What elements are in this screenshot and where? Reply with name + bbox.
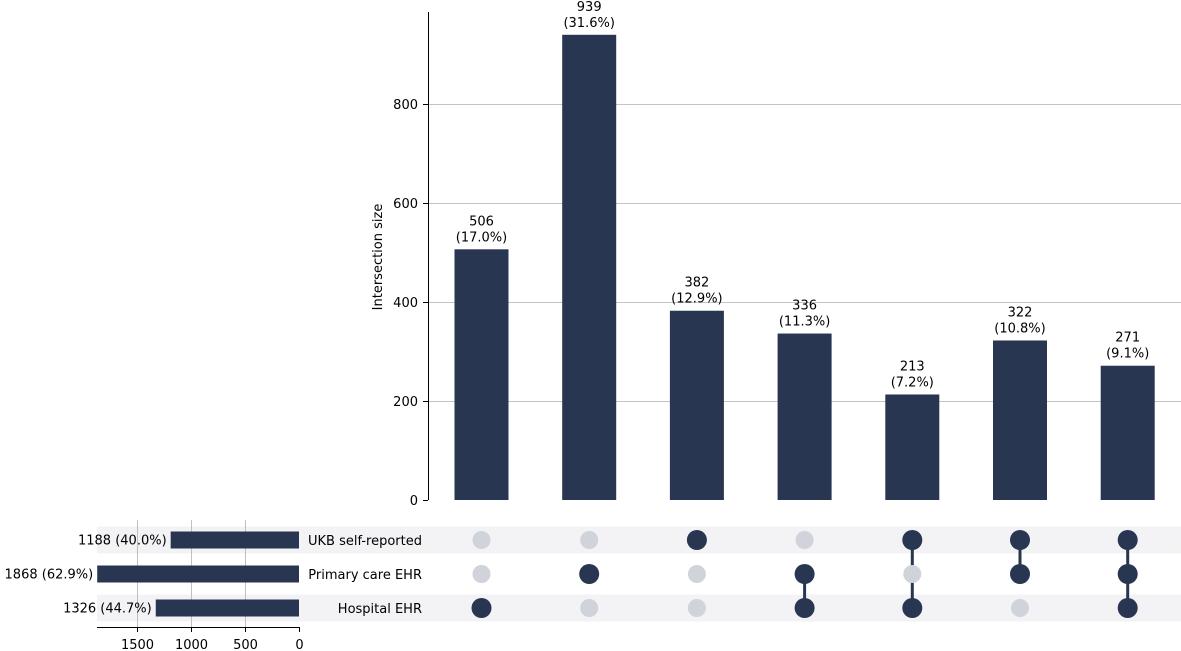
intersection-bar [885, 394, 940, 500]
x-tick-label: 1500 [121, 638, 154, 651]
x-tick-label: 1000 [175, 638, 208, 651]
set-name-label: Hospital EHR [338, 602, 422, 617]
bar-count-label: 506 [469, 214, 494, 229]
bar-count-label: 939 [577, 0, 602, 15]
matrix-dot-active [471, 598, 492, 618]
set-names: UKB self-reported Primary care EHR Hospita… [308, 534, 422, 617]
intersection-matrix [471, 530, 1138, 618]
bar-count-label: 213 [900, 359, 925, 374]
y-tick-label: 400 [393, 296, 418, 311]
bar-percent-label: (17.0%) [456, 230, 507, 245]
matrix-dot-inactive [472, 565, 491, 583]
x-tick-label: 500 [233, 638, 258, 651]
matrix-dot-active [579, 564, 600, 584]
bar-percent-label: (12.9%) [671, 292, 722, 307]
matrix-dot-inactive [472, 531, 491, 549]
set-size-labels: 1188 (40.0%) 1868 (62.9%) 1326 (44.7%) [5, 534, 167, 617]
matrix-dot-inactive [580, 599, 599, 617]
bar-count-label: 336 [792, 299, 817, 314]
set-size-label: 1868 (62.9%) [5, 568, 94, 583]
set-size-label: 1188 (40.0%) [78, 534, 167, 549]
matrix-dot-active [794, 598, 815, 618]
intersection-y-axis-label: Intersection size [371, 204, 386, 311]
intersection-bar [777, 333, 832, 500]
matrix-dot-inactive [1011, 599, 1029, 617]
x-tick-label: 0 [295, 638, 303, 651]
bar-percent-label: (7.2%) [891, 375, 934, 390]
bar-count-label: 382 [684, 276, 709, 291]
matrix-dot-active [902, 598, 923, 618]
y-tick-label: 600 [393, 197, 418, 212]
intersection-bars [454, 34, 1155, 500]
matrix-dot-inactive [795, 531, 814, 549]
matrix-dot-active [1010, 564, 1030, 584]
set-size-bars [97, 531, 300, 617]
set-name-label: Primary care EHR [308, 568, 422, 583]
set-size-bar [170, 531, 299, 549]
matrix-dot-active [1117, 598, 1138, 618]
matrix-dot-active [1117, 564, 1138, 584]
intersection-bar [454, 249, 509, 500]
matrix-dot-active [1117, 530, 1138, 550]
intersection-bar-labels: 506(17.0%) 939(31.6%) 382(12.9%) 336(11.3%)… [456, 0, 1150, 390]
bar-percent-label: (10.8%) [994, 321, 1045, 336]
matrix-dot-active [794, 564, 815, 584]
bar-percent-label: (11.3%) [779, 315, 830, 330]
matrix-dot-active [1010, 530, 1030, 550]
bar-count-label: 271 [1115, 331, 1140, 346]
y-tick-label: 200 [393, 395, 418, 410]
matrix-dot-active [686, 530, 707, 550]
intersection-bar [669, 310, 724, 500]
intersection-bar [562, 34, 617, 500]
matrix-row-stripes [97, 526, 1181, 622]
set-size-bar [97, 565, 300, 583]
intersection-bar [993, 340, 1047, 500]
intersection-bar [1100, 365, 1155, 500]
bar-percent-label: (31.6%) [563, 16, 614, 31]
matrix-dot-inactive [687, 599, 706, 617]
bar-percent-label: (9.1%) [1106, 347, 1149, 362]
y-tick-label: 800 [393, 98, 418, 113]
matrix-dot-active [902, 530, 923, 550]
intersection-y-ticks: 0 200 400 600 800 [393, 98, 428, 509]
set-name-label: UKB self-reported [308, 534, 422, 549]
set-size-label: 1326 (44.7%) [63, 602, 152, 617]
set-size-bar [155, 599, 299, 617]
bar-count-label: 322 [1008, 305, 1033, 320]
matrix-dot-inactive [580, 531, 599, 549]
y-tick-label: 0 [410, 494, 418, 509]
matrix-dot-inactive [903, 565, 922, 583]
matrix-dot-inactive [687, 565, 706, 583]
set-size-x-ticks: 1500 1000 500 0 [121, 627, 304, 651]
